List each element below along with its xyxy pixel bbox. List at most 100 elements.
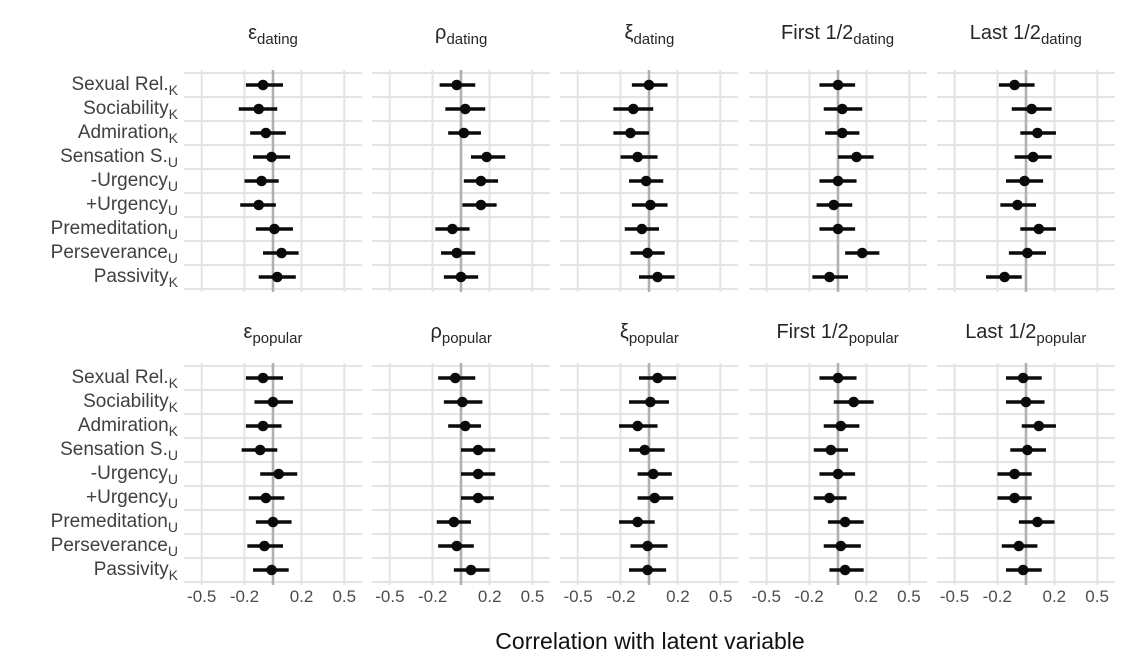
data-point <box>632 516 644 528</box>
y-axis-label: PremeditationU <box>50 218 178 242</box>
data-point <box>267 516 279 528</box>
data-point <box>1009 468 1020 480</box>
data-point <box>450 372 461 384</box>
data-point <box>253 103 265 115</box>
data-point <box>260 127 272 139</box>
x-axis-tick-label: -0.2 <box>418 587 448 606</box>
facet-panel <box>560 363 739 585</box>
y-axis-label: AdmirationK <box>77 415 178 439</box>
x-axis-tick-label: -0.2 <box>982 587 1012 606</box>
facet-panel <box>936 363 1115 585</box>
x-axis-tick-label: -0.5 <box>187 587 217 606</box>
data-point <box>632 420 644 432</box>
data-point <box>825 444 836 456</box>
data-point <box>828 199 839 211</box>
data-point <box>455 271 467 283</box>
data-point <box>451 79 463 91</box>
data-point <box>472 468 484 480</box>
data-point <box>648 468 659 480</box>
facet-title: ξdating <box>624 22 675 48</box>
data-point <box>641 175 652 187</box>
y-axis-label: Sexual Rel.K <box>71 74 178 98</box>
facet-title: Last 1/2popular <box>965 321 1087 347</box>
data-point <box>276 247 287 259</box>
x-axis-tick-label: -0.5 <box>751 587 781 606</box>
data-point <box>832 175 843 187</box>
x-axis-tick-label: -0.2 <box>229 587 260 606</box>
data-point <box>639 444 651 456</box>
data-point <box>832 372 843 384</box>
data-point <box>472 492 484 504</box>
data-point <box>465 564 477 576</box>
y-axis-label: PerseveranceU <box>50 535 178 559</box>
data-point <box>835 420 846 432</box>
data-point <box>460 103 471 115</box>
data-point <box>273 468 285 480</box>
y-axis-label: Sexual Rel.K <box>71 367 178 391</box>
data-point <box>1017 372 1029 384</box>
data-point <box>999 271 1010 283</box>
data-point <box>451 247 463 259</box>
facet-title: First 1/2dating <box>781 22 895 48</box>
data-point <box>266 564 277 576</box>
x-axis-tick-label: 0.2 <box>854 587 878 606</box>
data-point <box>652 271 664 283</box>
x-axis-tick-label: 0.2 <box>1042 587 1067 606</box>
data-point <box>628 103 640 115</box>
x-axis-tick-label: -0.2 <box>794 587 824 606</box>
data-point <box>269 223 280 235</box>
y-axis-label: +UrgencyU <box>86 194 178 218</box>
data-point <box>254 444 266 456</box>
x-axis-tick-label: 0.5 <box>897 587 921 606</box>
data-point <box>832 468 843 480</box>
data-point <box>847 396 859 408</box>
data-point <box>260 492 272 504</box>
y-axis-label: PerseveranceU <box>50 242 178 266</box>
data-point <box>475 199 487 211</box>
data-point <box>1017 564 1029 576</box>
data-point <box>481 151 493 163</box>
facet-panel <box>184 70 362 292</box>
data-point <box>645 396 657 408</box>
data-point <box>1027 151 1039 163</box>
data-point <box>649 492 661 504</box>
x-axis-tick-label: -0.5 <box>375 587 405 606</box>
data-point <box>1019 175 1030 187</box>
data-point <box>472 444 484 456</box>
y-axis-label: PremeditationU <box>50 511 178 535</box>
data-point <box>271 271 283 283</box>
facet-title: εpopular <box>243 321 303 347</box>
x-axis-title: Correlation with latent variable <box>495 628 805 654</box>
data-point <box>1009 492 1020 504</box>
facet-panel <box>748 363 927 585</box>
facet-title: Last 1/2dating <box>969 22 1082 48</box>
data-point <box>1011 199 1023 211</box>
facet-panel <box>748 70 927 292</box>
data-point <box>457 396 468 408</box>
facet-title: ρdating <box>435 22 488 48</box>
y-axis-label: SociabilityK <box>83 98 178 122</box>
data-point <box>257 79 269 91</box>
data-point <box>259 540 270 552</box>
data-point <box>257 372 269 384</box>
data-point <box>1021 444 1033 456</box>
data-point <box>1021 247 1033 259</box>
data-point <box>460 420 471 432</box>
facet-title: ξpopular <box>619 321 679 347</box>
data-point <box>1033 223 1044 235</box>
data-point <box>642 247 654 259</box>
data-point <box>832 79 843 91</box>
y-axis-label: Sensation S.U <box>60 439 178 463</box>
data-point <box>1009 79 1020 91</box>
data-point <box>652 372 664 384</box>
data-point <box>636 223 648 235</box>
y-axis-label: -UrgencyU <box>90 463 178 487</box>
y-axis-label: PassivityK <box>93 559 178 583</box>
data-point <box>256 175 267 187</box>
facet-panel <box>936 70 1115 292</box>
data-point <box>1033 420 1044 432</box>
x-axis-tick-label: -0.5 <box>939 587 970 606</box>
facet-title: First 1/2popular <box>776 321 899 347</box>
x-axis-tick-label: 0.5 <box>332 587 357 606</box>
